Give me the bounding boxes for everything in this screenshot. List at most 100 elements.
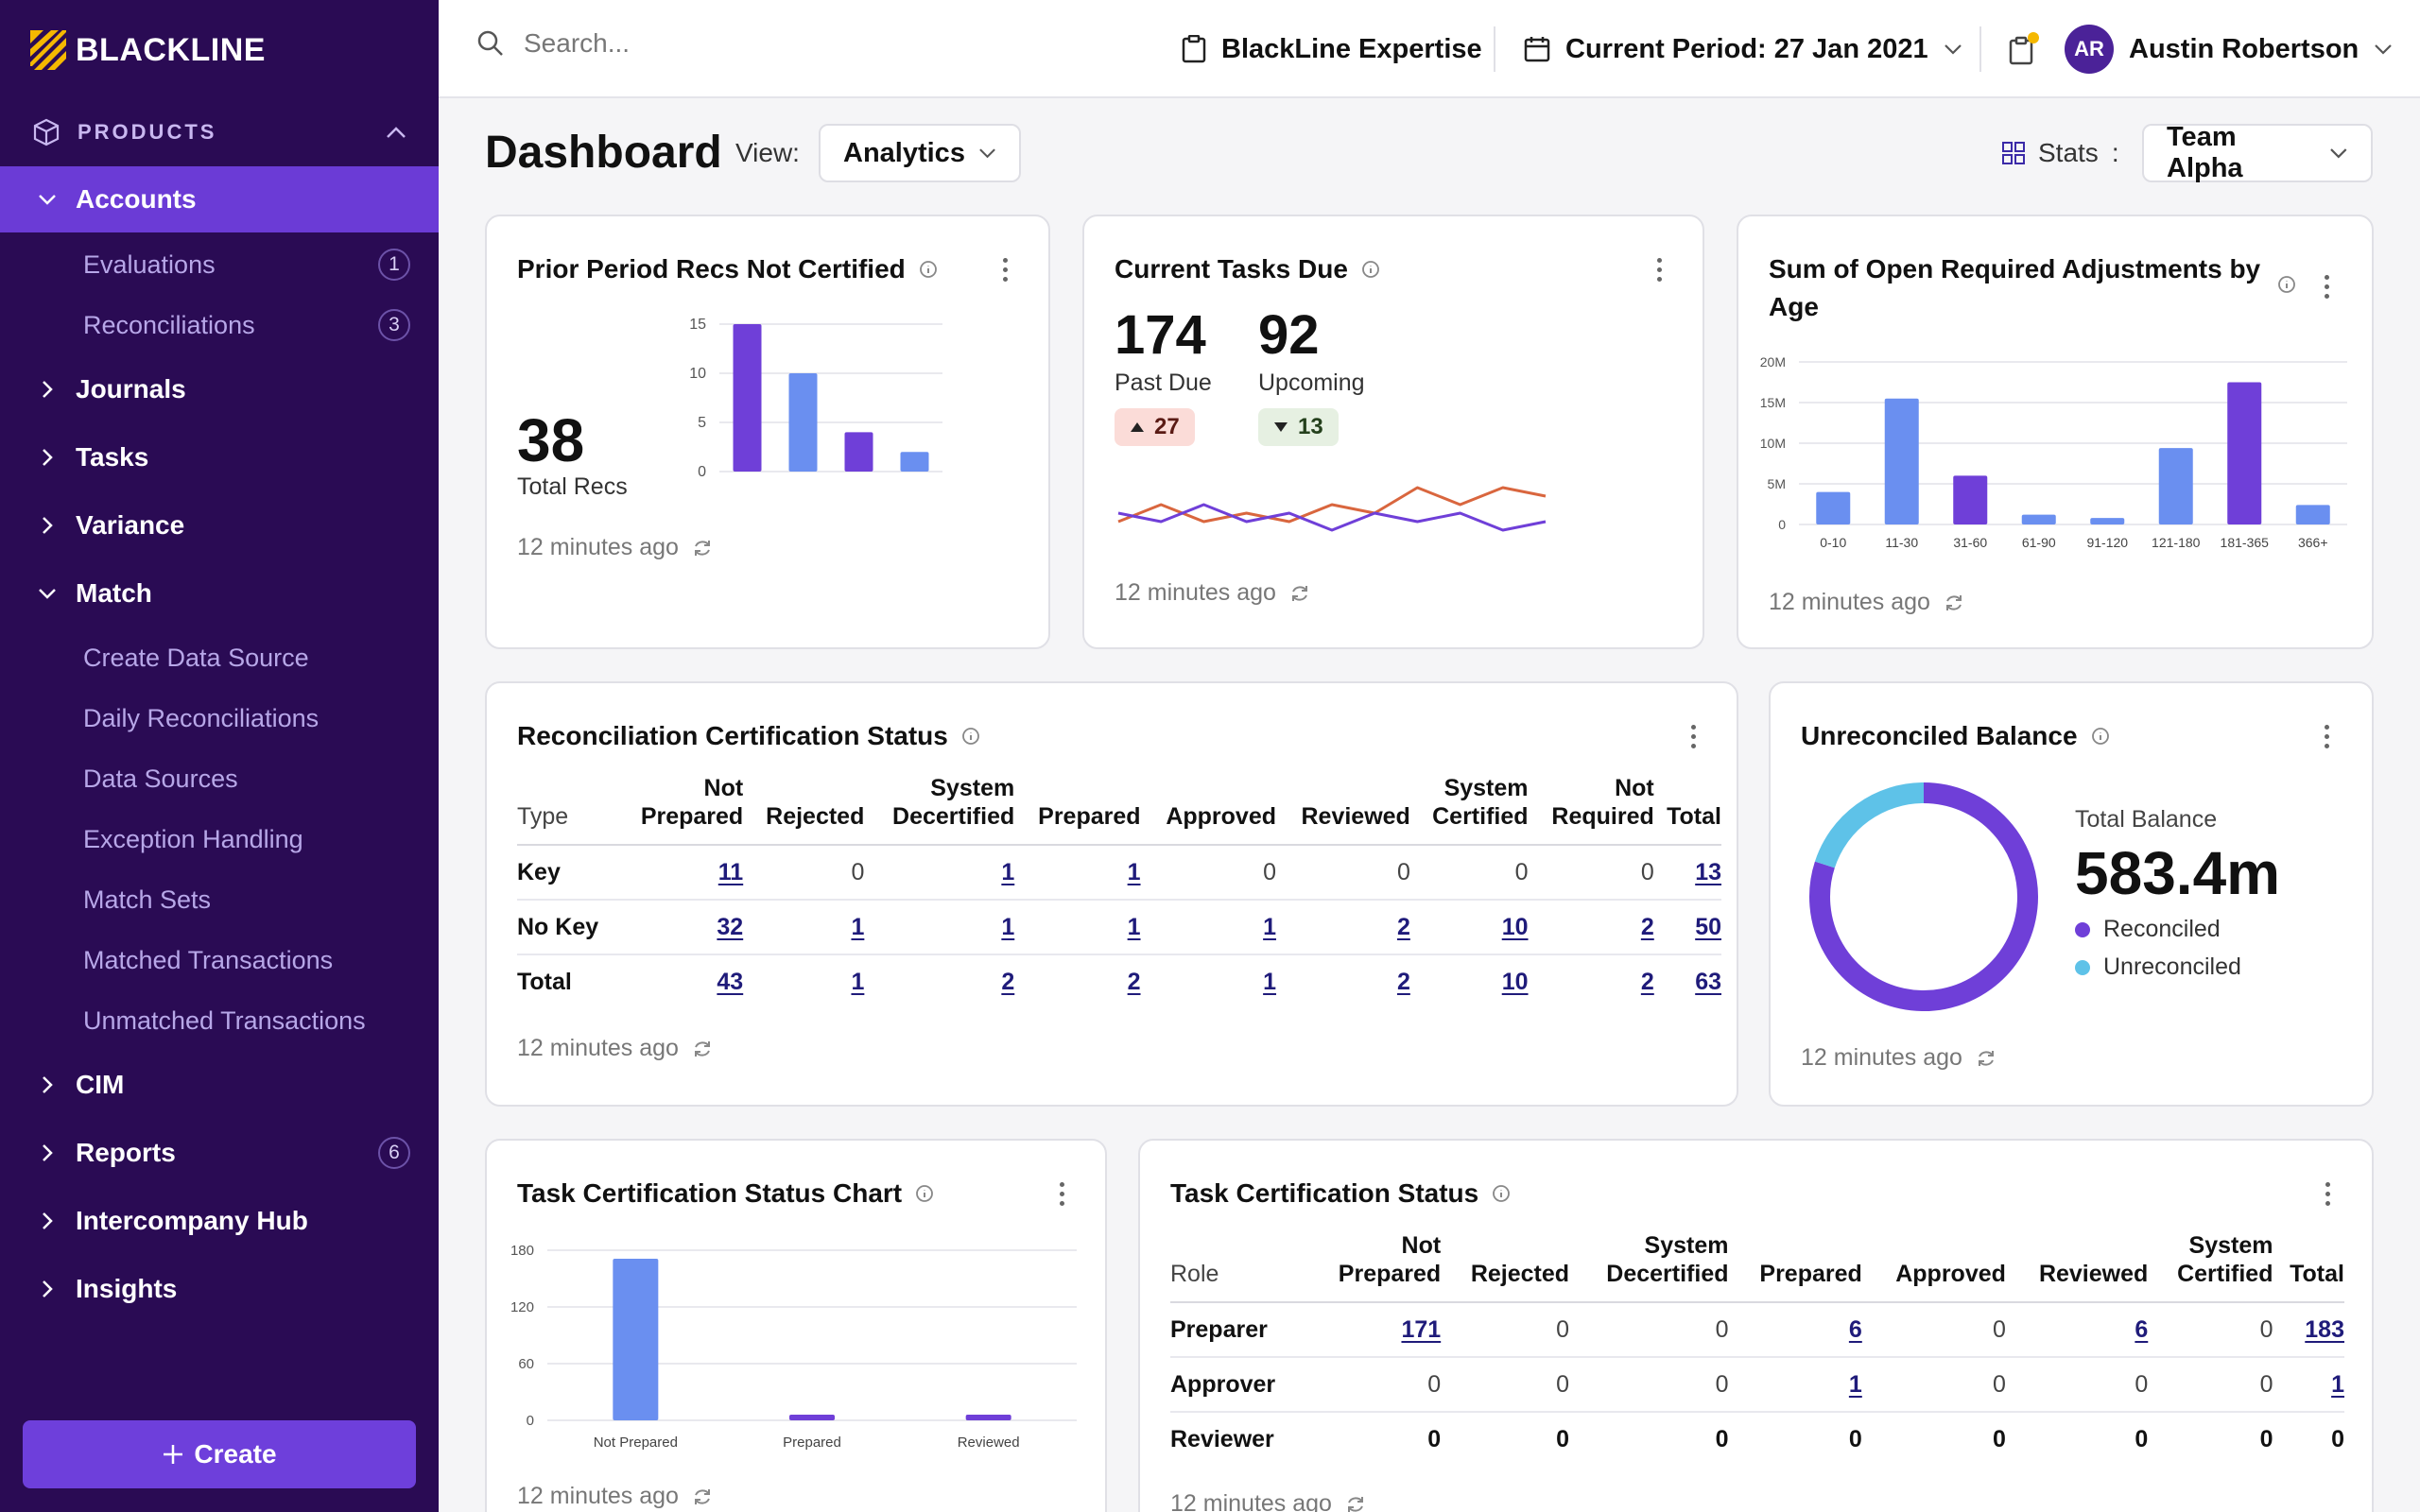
refresh-icon[interactable] [1944,593,1964,613]
bar[interactable] [2021,514,2056,524]
sidebar-item-cim[interactable]: CIM [0,1066,439,1104]
refresh-icon[interactable] [1289,583,1310,604]
cell-link[interactable]: 183 [2305,1315,2344,1343]
search-bar[interactable] [476,28,996,59]
cell-link[interactable]: 50 [1695,913,1721,940]
cell-link[interactable]: 1 [1001,913,1015,940]
cell-link[interactable]: 63 [1695,969,1721,995]
cell-link[interactable]: 10 [1501,913,1529,940]
sidebar-item-reconciliations[interactable]: Reconciliations 3 [83,306,410,344]
blackline-expertise-link[interactable]: BlackLine Expertise [1182,0,1482,98]
team-select[interactable]: Team Alpha [2142,122,2373,183]
more-options-icon[interactable] [2325,1182,2330,1206]
cell-link[interactable]: 1 [1848,1370,1862,1398]
sidebar-item-insights[interactable]: Insights [0,1270,439,1308]
sidebar-item-unmatched-transactions[interactable]: Unmatched Transactions [83,1002,410,1040]
bar[interactable] [2158,448,2193,524]
search-input[interactable] [524,28,996,59]
task-certification-bar-chart: 0 60 120 180 Not Prepared Prepared Reviewed [510,1243,1077,1451]
bar[interactable] [733,324,762,472]
sidebar-item-accounts[interactable]: Accounts [0,166,439,232]
bar[interactable] [2090,518,2125,524]
table-cell: 43 [617,954,743,1009]
donut-slice-reconciled[interactable] [1809,782,2038,1011]
cell-link[interactable]: 1 [1263,913,1277,940]
sidebar-item-match[interactable]: Match [0,575,439,612]
bar[interactable] [1816,491,1851,524]
more-options-icon[interactable] [1691,725,1696,748]
refresh-icon[interactable] [692,1486,713,1507]
view-select[interactable]: Analytics [819,124,1021,182]
sidebar-item-exception-handling[interactable]: Exception Handling [83,820,410,858]
bar[interactable] [900,452,929,472]
cell-link[interactable]: 2 [1396,969,1410,995]
more-options-icon[interactable] [1060,1182,1064,1206]
info-icon[interactable] [915,1184,934,1203]
bar[interactable] [1884,398,1919,524]
cell-link[interactable]: 2 [1640,969,1654,995]
sidebar-item-tasks[interactable]: Tasks [0,438,439,476]
info-icon[interactable] [2277,275,2296,294]
bar[interactable] [965,1415,1011,1420]
bar[interactable] [789,1415,835,1420]
sidebar-item-data-sources[interactable]: Data Sources [83,760,410,798]
cell-link[interactable]: 2 [1001,969,1015,995]
sidebar-item-evaluations[interactable]: Evaluations 1 [83,246,410,284]
sidebar-item-daily-reconciliations[interactable]: Daily Reconciliations [83,699,410,737]
sidebar-item-match-sets[interactable]: Match Sets [83,881,410,919]
refresh-icon[interactable] [1976,1048,1996,1069]
table-cell: 0 [1861,1357,2006,1413]
sidebar-item-create-data-source[interactable]: Create Data Source [83,639,410,677]
bar[interactable] [2295,505,2330,524]
cell-link[interactable]: 1 [2331,1370,2344,1398]
cell-link[interactable]: 11 [717,858,744,885]
sidebar-item-reports[interactable]: Reports 6 [0,1134,410,1172]
bar[interactable] [2227,382,2262,525]
cell-link[interactable]: 1 [1001,858,1015,885]
sidebar-item-variance[interactable]: Variance [0,507,439,544]
cell-link[interactable]: 10 [1501,969,1529,995]
sidebar-item-journals[interactable]: Journals [0,370,439,408]
donut-slice-unreconciled[interactable] [1814,782,1925,868]
more-options-icon[interactable] [2325,725,2329,748]
notifications-button[interactable] [2008,0,2040,98]
cell-link[interactable]: 1 [851,913,865,940]
cell-link[interactable]: 1 [1127,913,1141,940]
more-options-icon[interactable] [2325,275,2329,299]
cell-link[interactable]: 32 [717,913,744,940]
cell-link[interactable]: 2 [1127,969,1141,995]
cell-link[interactable]: 6 [2135,1315,2149,1343]
divider [1979,26,1981,72]
sidebar-item-matched-transactions[interactable]: Matched Transactions [83,941,410,979]
info-icon[interactable] [1492,1184,1511,1203]
cell-link[interactable]: 2 [1640,913,1654,940]
more-options-icon[interactable] [1003,258,1008,282]
cell-link[interactable]: 1 [1127,858,1141,885]
period-selector[interactable]: Current Period: 27 Jan 2021 [1524,0,1962,98]
cell-link[interactable]: 13 [1695,858,1721,885]
cell-link[interactable]: 2 [1396,913,1410,940]
refresh-icon[interactable] [692,1039,713,1059]
cell-link[interactable]: 6 [1848,1315,1862,1343]
products-section-header[interactable]: PRODUCTS [0,106,439,159]
bar[interactable] [613,1259,659,1420]
blackline-logo[interactable]: BLACKLINE [30,28,266,72]
cell-link[interactable]: 171 [1401,1315,1442,1343]
info-icon[interactable] [1361,260,1380,279]
bar[interactable] [788,373,818,472]
bar[interactable] [1953,475,1988,524]
cell-link[interactable]: 1 [1263,969,1277,995]
user-menu[interactable]: AR Austin Robertson [2065,0,2393,98]
cell-link[interactable]: 1 [851,969,865,995]
info-icon[interactable] [961,727,980,746]
refresh-icon[interactable] [692,538,713,558]
bar[interactable] [844,432,873,472]
refresh-icon[interactable] [1345,1494,1366,1512]
create-button[interactable]: Create [23,1420,416,1488]
cell-link[interactable]: 43 [717,969,744,995]
more-options-icon[interactable] [1657,258,1662,282]
info-icon[interactable] [919,260,938,279]
info-icon[interactable] [2091,727,2110,746]
column-header: Approved [1861,1231,2006,1303]
sidebar-item-intercompany-hub[interactable]: Intercompany Hub [0,1202,439,1240]
